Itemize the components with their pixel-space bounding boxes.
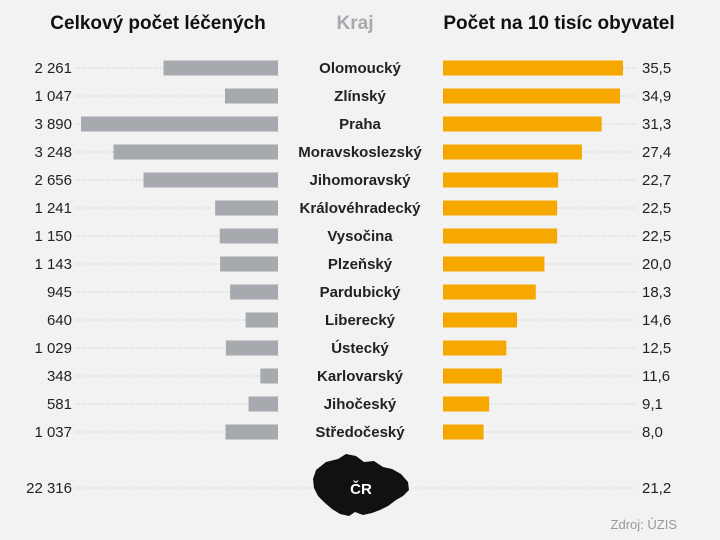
left-value-label: 1 150 (34, 228, 72, 245)
left-value-label: 2 656 (34, 172, 72, 189)
right-bar (443, 60, 623, 76)
right-bar (443, 424, 484, 440)
right-bar (443, 312, 518, 328)
right-value-label: 22,5 (642, 200, 671, 217)
left-bar (143, 172, 278, 188)
left-bar (219, 228, 278, 244)
region-label: Karlovarský (317, 368, 404, 385)
left-bar (220, 256, 278, 272)
region-label: Pardubický (320, 284, 402, 301)
left-bar (245, 312, 278, 328)
right-bar (443, 172, 559, 188)
left-value-label: 1 143 (34, 256, 72, 273)
right-value-label: 9,1 (642, 396, 663, 413)
region-label: Ústecký (331, 339, 389, 357)
total-label: ČR (350, 480, 372, 498)
region-label: Jihočeský (324, 396, 397, 413)
source-note: Zdroj: ÚZIS (611, 517, 678, 532)
chart-rows: 2 261 Olomoucký 35,5 1 047 Zlínský 34,9 3 890 P… (34, 60, 671, 441)
right-value-label: 34,9 (642, 88, 671, 105)
left-bar (225, 340, 278, 356)
right-bar (443, 116, 602, 132)
left-bar (225, 424, 278, 440)
right-value-label: 8,0 (642, 424, 663, 441)
right-bar (443, 340, 507, 356)
right-bar (443, 200, 558, 216)
region-label: Praha (339, 116, 381, 133)
left-value-label: 1 037 (34, 424, 72, 441)
left-bar (224, 88, 278, 104)
left-value-label: 348 (47, 368, 72, 385)
left-value-label: 1 241 (34, 200, 72, 217)
region-label: Moravskoslezský (298, 144, 422, 161)
left-bar (230, 284, 278, 300)
left-bar (113, 144, 278, 160)
total-right-value: 21,2 (642, 480, 671, 497)
region-label: Středočeský (315, 424, 405, 441)
right-value-label: 22,5 (642, 228, 671, 245)
region-label: Královéhradecký (300, 200, 422, 217)
left-bar (215, 200, 278, 216)
left-header: Celkový počet léčených (50, 13, 265, 34)
region-label: Jihomoravský (310, 172, 412, 189)
region-label: Plzeňský (328, 256, 393, 273)
region-label: Olomoucký (319, 60, 401, 77)
right-bar (443, 284, 536, 300)
left-value-label: 581 (47, 396, 72, 413)
right-bar (443, 368, 502, 384)
left-bar (81, 116, 278, 132)
left-bar (163, 60, 278, 76)
right-value-label: 12,5 (642, 340, 671, 357)
left-value-label: 3 890 (34, 116, 72, 133)
left-value-label: 945 (47, 284, 72, 301)
left-value-label: 640 (47, 312, 72, 329)
right-value-label: 27,4 (642, 144, 671, 161)
right-bar (443, 396, 490, 412)
right-value-label: 14,6 (642, 312, 671, 329)
left-value-label: 1 047 (34, 88, 72, 105)
right-bar (443, 144, 582, 160)
left-value-label: 1 029 (34, 340, 72, 357)
left-bar (248, 396, 278, 412)
right-bar (443, 256, 545, 272)
right-value-label: 31,3 (642, 116, 671, 133)
czech-map-icon (313, 454, 409, 516)
region-label: Vysočina (327, 228, 393, 245)
right-value-label: 18,3 (642, 284, 671, 301)
total-left-value: 22 316 (26, 480, 72, 497)
region-label: Zlínský (334, 88, 386, 105)
left-bar (260, 368, 278, 384)
region-label: Liberecký (325, 312, 396, 329)
right-value-label: 22,7 (642, 172, 671, 189)
right-value-label: 20,0 (642, 256, 671, 273)
left-value-label: 2 261 (34, 60, 72, 77)
right-bar (443, 88, 620, 104)
right-value-label: 11,6 (642, 368, 670, 385)
right-value-label: 35,5 (642, 60, 671, 77)
left-value-label: 3 248 (34, 144, 72, 161)
center-header: Kraj (337, 13, 374, 34)
right-header: Počet na 10 tisíc obyvatel (443, 13, 674, 34)
right-bar (443, 228, 558, 244)
